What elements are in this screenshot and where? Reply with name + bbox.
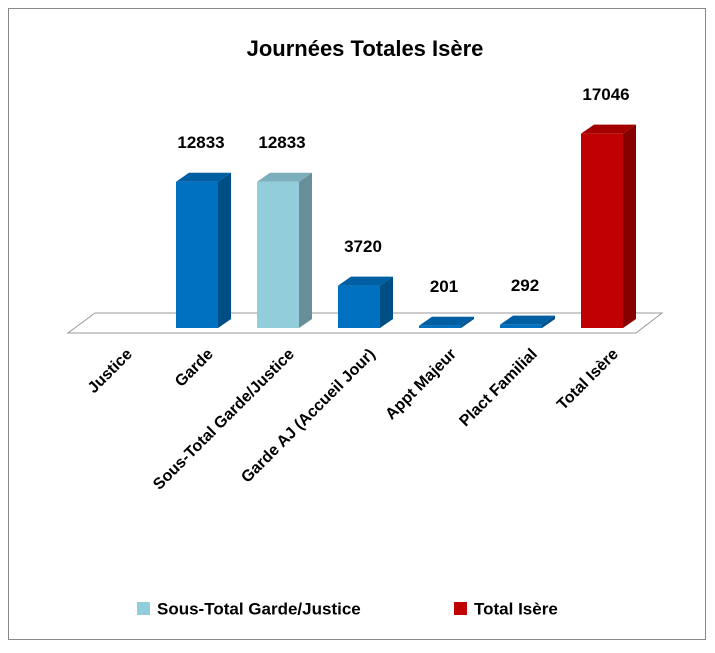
value-label: 12833 — [177, 133, 224, 152]
bar-top — [257, 172, 312, 182]
bar-top-shade — [338, 276, 393, 286]
bar-side — [299, 172, 312, 328]
bar-top-shade — [257, 172, 312, 182]
bar-top-shade — [176, 172, 231, 182]
bar-side — [218, 172, 231, 328]
bar-top — [581, 124, 636, 134]
bar — [257, 181, 299, 328]
bar-side — [461, 316, 474, 328]
legend-swatch — [137, 602, 150, 615]
value-label: 3720 — [344, 237, 382, 256]
bar-side — [542, 315, 555, 328]
bar-side-shade — [380, 276, 393, 328]
bar-top — [176, 172, 231, 182]
bar-top — [338, 276, 393, 286]
bar-side-shade — [461, 316, 474, 328]
value-label: 17046 — [582, 85, 629, 104]
bar — [338, 285, 380, 328]
bar-side — [623, 124, 636, 328]
legend-label: Sous-Total Garde/Justice — [157, 599, 361, 618]
value-label: 292 — [511, 276, 539, 295]
legend-label: Total Isère — [474, 599, 558, 618]
bar — [581, 133, 623, 328]
bar — [419, 325, 461, 328]
bar-side-shade — [542, 315, 555, 328]
bar-top-shade — [500, 315, 555, 325]
legend-swatch — [454, 602, 467, 615]
bar-side-shade — [623, 124, 636, 328]
bar — [176, 181, 218, 328]
bar-top — [500, 315, 555, 325]
bar-top — [419, 316, 474, 326]
chart-title: Journées Totales Isère — [247, 36, 484, 61]
bar-top-shade — [581, 124, 636, 134]
bar-top-shade — [419, 316, 474, 326]
bar-side-shade — [299, 172, 312, 328]
value-label: 12833 — [258, 133, 305, 152]
value-label: 201 — [430, 277, 458, 296]
bar — [500, 324, 542, 328]
bar-side-shade — [218, 172, 231, 328]
bar-side — [380, 276, 393, 328]
